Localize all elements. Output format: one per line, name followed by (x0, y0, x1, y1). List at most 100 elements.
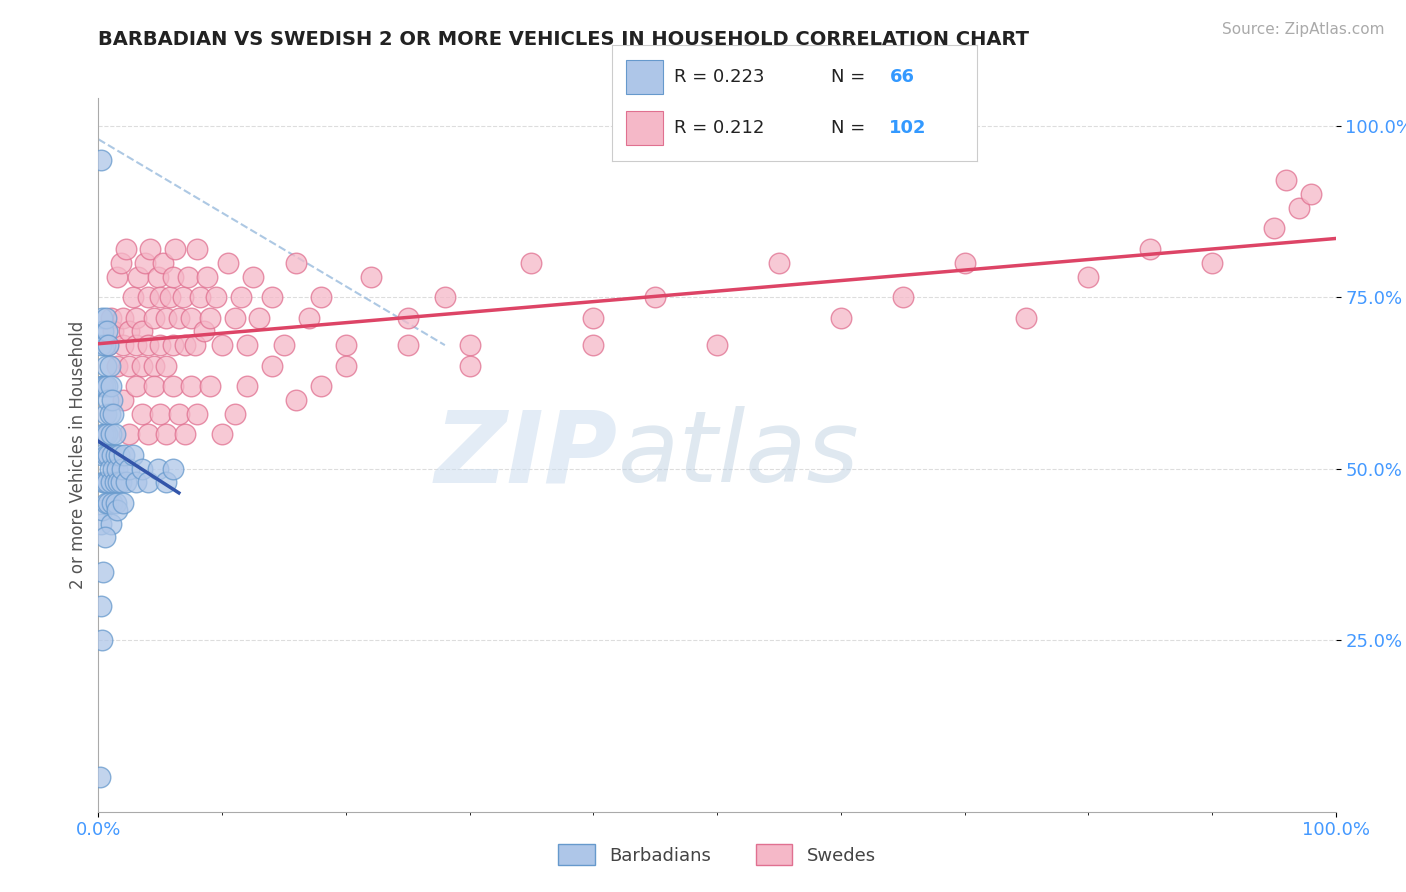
Text: R = 0.212: R = 0.212 (673, 120, 763, 137)
Text: Source: ZipAtlas.com: Source: ZipAtlas.com (1222, 22, 1385, 37)
Point (159, 290, 181, 304)
Point (149, 338, 172, 352)
Point (335, 338, 357, 352)
Point (96, 427, 118, 442)
Point (100, 379, 122, 393)
Text: 102: 102 (890, 120, 927, 137)
Point (186, 242, 208, 256)
Point (90, 516, 112, 531)
Text: ZIP: ZIP (434, 407, 619, 503)
Point (100, 475, 122, 490)
Point (91, 633, 114, 648)
Point (131, 461, 153, 475)
Point (143, 379, 166, 393)
Point (94, 359, 117, 373)
Point (131, 325, 153, 339)
Point (582, 338, 605, 352)
Point (155, 475, 177, 490)
Point (112, 496, 135, 510)
Point (90, 599, 112, 613)
Point (101, 392, 124, 407)
Point (97, 392, 120, 407)
Point (97, 338, 120, 352)
Point (105, 503, 128, 517)
Point (260, 290, 283, 304)
Point (1288, 201, 1310, 215)
Point (124, 338, 146, 352)
Point (101, 448, 124, 462)
Point (162, 461, 184, 475)
Point (162, 379, 184, 393)
Point (180, 310, 202, 325)
Point (97, 448, 120, 462)
Point (236, 338, 259, 352)
Point (1299, 187, 1322, 202)
Point (100, 516, 122, 531)
Point (217, 256, 239, 270)
Point (155, 310, 177, 325)
Point (143, 359, 166, 373)
Point (103, 407, 125, 421)
Point (94, 310, 117, 325)
Point (122, 448, 145, 462)
Point (107, 475, 129, 490)
Point (105, 461, 128, 475)
Point (100, 427, 122, 442)
Point (180, 379, 202, 393)
Point (247, 310, 270, 325)
Point (108, 448, 131, 462)
Point (90, 338, 112, 352)
Point (229, 290, 252, 304)
Point (309, 379, 332, 393)
Point (953, 256, 976, 270)
Point (193, 325, 215, 339)
Point (520, 256, 543, 270)
Point (110, 475, 132, 490)
Point (172, 290, 194, 304)
Point (211, 427, 233, 442)
Point (260, 359, 283, 373)
Point (110, 256, 132, 270)
Point (101, 496, 124, 510)
Point (188, 290, 211, 304)
Point (167, 407, 190, 421)
Point (91, 310, 114, 325)
Point (112, 392, 135, 407)
Point (131, 407, 153, 421)
Point (93, 379, 115, 393)
Point (96, 475, 118, 490)
Point (162, 338, 184, 352)
Point (136, 338, 159, 352)
Point (1263, 221, 1285, 235)
Text: atlas: atlas (619, 407, 859, 503)
Point (93, 427, 115, 442)
Text: BARBADIAN VS SWEDISH 2 OR MORE VEHICLES IN HOUSEHOLD CORRELATION CHART: BARBADIAN VS SWEDISH 2 OR MORE VEHICLES … (98, 30, 1029, 49)
Point (360, 269, 382, 284)
Point (100, 310, 122, 325)
Point (298, 310, 321, 325)
Point (124, 379, 146, 393)
Point (104, 448, 127, 462)
Point (198, 379, 221, 393)
Point (1077, 269, 1099, 284)
Point (139, 242, 162, 256)
Point (458, 359, 481, 373)
Point (91, 379, 114, 393)
Bar (626, 111, 662, 145)
Point (184, 338, 207, 352)
Point (97, 496, 120, 510)
Point (396, 310, 419, 325)
Point (112, 338, 135, 352)
Point (111, 461, 134, 475)
Point (98, 407, 121, 421)
Point (224, 310, 246, 325)
Point (174, 427, 197, 442)
Point (155, 359, 177, 373)
Point (136, 475, 159, 490)
Point (706, 338, 728, 352)
Point (124, 310, 146, 325)
Point (582, 310, 605, 325)
Point (146, 461, 169, 475)
Point (114, 242, 136, 256)
Point (94, 407, 117, 421)
